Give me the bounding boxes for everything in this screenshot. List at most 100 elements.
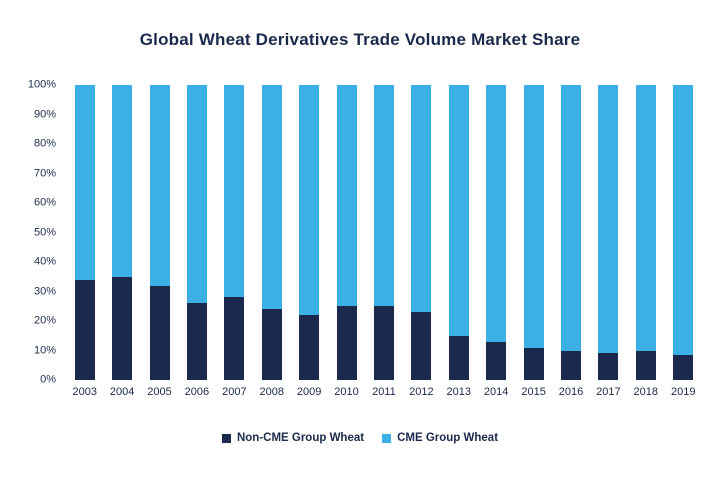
bar-segment: [224, 85, 245, 298]
bar-segment: [486, 341, 507, 380]
stacked-bar: [486, 85, 507, 380]
x-tick-label: 2017: [596, 386, 621, 398]
bar-column: 2012: [403, 85, 440, 398]
bar-segment: [635, 350, 656, 380]
y-tick-label: 10%: [33, 344, 56, 356]
bar-column: 2010: [328, 85, 365, 398]
legend-label: Non-CME Group Wheat: [236, 432, 365, 444]
stacked-bar: [336, 85, 357, 380]
stacked-bar: [261, 85, 282, 380]
stacked-bar: [560, 85, 581, 380]
bar-column: 2016: [552, 85, 589, 398]
x-tick-label: 2015: [521, 386, 546, 398]
legend-label: CME Group Wheat: [397, 432, 499, 444]
bar-segment: [299, 315, 320, 380]
stacked-bar: [186, 85, 207, 380]
x-tick-label: 2010: [334, 386, 359, 398]
bar-segment: [635, 85, 656, 351]
bar-segment: [74, 85, 95, 280]
legend: Non-CME Group Wheat CME Group Wheat: [0, 432, 720, 444]
bar-segment: [74, 279, 95, 380]
bar-segment: [373, 85, 394, 307]
x-tick-label: 2016: [558, 386, 584, 398]
bar-column: 2014: [477, 85, 514, 398]
bar-column: 2013: [440, 85, 477, 398]
bar-column: 2011: [365, 85, 402, 398]
y-tick-label: 30%: [33, 285, 56, 297]
bar-column: 2008: [253, 85, 290, 398]
bar-column: 2009: [290, 85, 327, 398]
x-tick-label: 2019: [670, 386, 696, 398]
stacked-bar: [411, 85, 432, 380]
bar-segment: [112, 85, 133, 277]
y-tick-label: 40%: [33, 255, 56, 268]
bar-segment: [448, 85, 469, 336]
bar-segment: [411, 85, 432, 313]
bar-column: 2003: [66, 85, 103, 398]
bar-segment: [523, 85, 544, 348]
x-tick-label: 2004: [109, 386, 135, 398]
stacked-bar: [299, 85, 320, 380]
stacked-bar: [598, 85, 619, 380]
stacked-bar: [149, 85, 170, 380]
chart-area: 0% 10% 20% 30% 40% 50% 60% 70% 80% 90% 100% 2003 20…: [14, 79, 706, 398]
x-tick-label: 2013: [446, 386, 472, 398]
bar-segment: [299, 85, 320, 316]
bar-column: 2006: [178, 85, 215, 398]
y-tick-label: 100%: [27, 78, 56, 91]
bar-segment: [411, 312, 432, 380]
stacked-bar: [74, 85, 95, 380]
bar-segment: [149, 85, 170, 286]
bar-column: 2005: [141, 85, 178, 398]
bar-segment: [186, 303, 207, 380]
bar-segment: [560, 85, 581, 351]
x-tick-label: 2012: [409, 386, 434, 398]
x-tick-label: 2006: [184, 386, 210, 398]
bar-segment: [112, 276, 133, 380]
y-tick-label: 50%: [33, 226, 56, 238]
y-tick-label: 0%: [40, 373, 56, 386]
stacked-bar: [523, 85, 544, 380]
stacked-bar: [224, 85, 245, 380]
legend-swatch: [221, 433, 231, 443]
bar-segment: [673, 354, 694, 380]
bar-column: 2015: [515, 85, 552, 398]
bar-segment: [224, 297, 245, 380]
y-tick-label: 70%: [33, 167, 56, 179]
stacked-bar: [112, 85, 133, 380]
plot-area: 2003 2004 2005 2006 2007 2008 2009 2010 2011 2012…: [66, 85, 702, 398]
stacked-bar: [448, 85, 469, 380]
chart-title: Global Wheat Derivatives Trade Volume Ma…: [139, 30, 581, 49]
x-tick-label: 2009: [296, 386, 322, 398]
x-tick-label: 2014: [483, 386, 509, 398]
bar-segment: [373, 306, 394, 380]
bar-segment: [673, 85, 694, 355]
bar-segment: [486, 85, 507, 342]
legend-swatch: [382, 433, 392, 443]
stacked-bar: [373, 85, 394, 380]
x-tick-label: 2003: [72, 386, 97, 398]
stacked-bar: [673, 85, 694, 380]
bar-segment: [560, 350, 581, 380]
bar-segment: [336, 306, 357, 380]
y-tick-label: 20%: [33, 314, 56, 327]
bar-column: 2004: [103, 85, 140, 398]
bar-segment: [261, 309, 282, 380]
bar-column: 2019: [665, 85, 702, 398]
bar-column: 2017: [590, 85, 627, 398]
legend-item: Non-CME Group Wheat: [221, 432, 365, 444]
x-tick-label: 2005: [147, 386, 172, 398]
bar-segment: [149, 285, 170, 380]
y-axis: 0% 10% 20% 30% 40% 50% 60% 70% 80% 90% 100%: [14, 79, 62, 385]
stacked-bar: [635, 85, 656, 380]
bar-segment: [598, 353, 619, 380]
bar-column: 2007: [216, 85, 253, 398]
x-tick-label: 2011: [372, 386, 396, 398]
y-tick-label: 60%: [33, 196, 56, 209]
legend-item: CME Group Wheat: [382, 432, 498, 444]
x-tick-label: 2007: [222, 386, 247, 398]
bar-segment: [186, 85, 207, 304]
y-tick-label: 80%: [33, 137, 56, 150]
bar-segment: [261, 85, 282, 310]
